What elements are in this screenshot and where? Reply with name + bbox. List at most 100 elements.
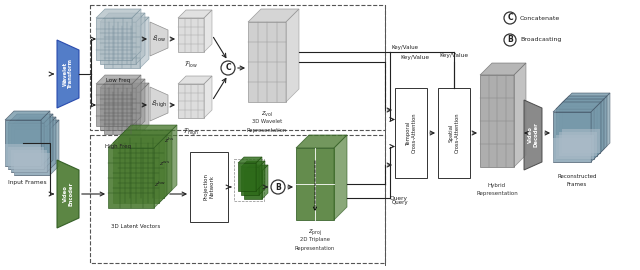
Polygon shape (553, 102, 601, 112)
Polygon shape (108, 148, 154, 208)
Polygon shape (96, 9, 141, 18)
Text: Key/Value: Key/Value (400, 55, 429, 60)
Polygon shape (256, 157, 262, 191)
Text: Video
Decoder: Video Decoder (527, 123, 538, 147)
Polygon shape (96, 84, 132, 126)
Polygon shape (159, 130, 172, 203)
Polygon shape (556, 109, 594, 159)
Text: 2D Triplane: 2D Triplane (300, 237, 330, 242)
Text: $\mathcal{F}_\mathrm{high}$: $\mathcal{F}_\mathrm{high}$ (183, 126, 199, 137)
Text: Representation: Representation (247, 128, 287, 133)
Text: $z_\mathrm{proj}$: $z_\mathrm{proj}$ (308, 228, 322, 238)
Text: Reconstructed: Reconstructed (557, 174, 596, 179)
Polygon shape (104, 26, 140, 68)
Polygon shape (562, 93, 610, 103)
Polygon shape (100, 13, 145, 22)
Polygon shape (559, 106, 597, 156)
FancyBboxPatch shape (556, 135, 594, 159)
Polygon shape (8, 123, 44, 169)
Polygon shape (57, 40, 79, 108)
FancyBboxPatch shape (5, 144, 41, 166)
Text: 3D Wavelet: 3D Wavelet (252, 119, 282, 124)
Polygon shape (104, 92, 140, 134)
Polygon shape (204, 76, 212, 118)
Polygon shape (514, 63, 526, 167)
Text: $z^\mathrm{ws}$: $z^\mathrm{ws}$ (159, 160, 170, 168)
Polygon shape (108, 135, 167, 148)
Polygon shape (248, 22, 286, 102)
Polygon shape (104, 17, 149, 26)
Polygon shape (244, 165, 268, 171)
Circle shape (504, 34, 516, 46)
FancyBboxPatch shape (11, 150, 47, 172)
Circle shape (271, 180, 285, 194)
Polygon shape (178, 76, 212, 84)
Text: $\mathcal{E}_\mathrm{low}$: $\mathcal{E}_\mathrm{low}$ (152, 34, 166, 44)
Polygon shape (238, 163, 256, 191)
Polygon shape (154, 135, 167, 208)
Text: Frames: Frames (567, 182, 587, 187)
Polygon shape (244, 171, 262, 199)
Polygon shape (113, 130, 172, 143)
Polygon shape (480, 63, 526, 75)
Polygon shape (553, 112, 591, 162)
Text: $z^\mathrm{hs}$: $z^\mathrm{hs}$ (164, 135, 174, 145)
FancyBboxPatch shape (562, 129, 600, 153)
Polygon shape (14, 129, 50, 175)
FancyBboxPatch shape (553, 138, 591, 162)
Text: Temporal
Cross-Attention: Temporal Cross-Attention (406, 113, 417, 153)
FancyBboxPatch shape (14, 153, 50, 175)
Polygon shape (5, 120, 41, 166)
Polygon shape (559, 96, 607, 106)
Polygon shape (286, 9, 299, 102)
Polygon shape (11, 126, 47, 172)
FancyBboxPatch shape (8, 147, 44, 169)
Text: $z^\mathrm{hw}$: $z^\mathrm{hw}$ (154, 179, 166, 189)
Polygon shape (296, 135, 347, 148)
Polygon shape (100, 88, 136, 130)
Text: Concatenate: Concatenate (520, 15, 560, 21)
Text: C: C (225, 63, 231, 73)
Polygon shape (57, 160, 79, 228)
Text: Key/Value: Key/Value (392, 45, 419, 50)
Text: Representation: Representation (295, 246, 335, 251)
Polygon shape (164, 125, 177, 198)
Polygon shape (150, 22, 168, 56)
Polygon shape (178, 10, 212, 18)
Polygon shape (597, 96, 607, 156)
Polygon shape (44, 114, 53, 169)
Polygon shape (150, 87, 168, 121)
Polygon shape (118, 138, 164, 198)
Text: High Freq: High Freq (105, 144, 131, 149)
Polygon shape (96, 75, 141, 84)
Polygon shape (47, 117, 56, 172)
Text: Input Frames: Input Frames (8, 180, 46, 185)
Text: Projection
Network: Projection Network (204, 174, 214, 201)
Polygon shape (178, 84, 204, 118)
Text: Query: Query (392, 200, 408, 205)
Polygon shape (178, 18, 204, 52)
Polygon shape (113, 143, 159, 203)
Text: Low Freq: Low Freq (106, 78, 130, 83)
Text: B: B (275, 183, 281, 191)
FancyBboxPatch shape (190, 152, 228, 222)
FancyBboxPatch shape (559, 132, 597, 156)
Text: Wavelet
Transform: Wavelet Transform (63, 59, 74, 89)
Polygon shape (600, 93, 610, 153)
Polygon shape (118, 125, 177, 138)
Text: $z_\mathrm{vol}$: $z_\mathrm{vol}$ (261, 110, 273, 119)
Text: B: B (507, 35, 513, 45)
Polygon shape (14, 120, 59, 129)
Polygon shape (524, 100, 542, 170)
FancyBboxPatch shape (395, 88, 427, 178)
Polygon shape (132, 75, 141, 126)
Polygon shape (136, 79, 145, 130)
Polygon shape (259, 161, 265, 195)
Text: Spatial
Cross-Attention: Spatial Cross-Attention (449, 113, 460, 153)
Polygon shape (241, 167, 259, 195)
Circle shape (504, 12, 516, 24)
Polygon shape (556, 99, 604, 109)
Polygon shape (132, 9, 141, 60)
Polygon shape (136, 13, 145, 64)
Polygon shape (238, 157, 262, 163)
